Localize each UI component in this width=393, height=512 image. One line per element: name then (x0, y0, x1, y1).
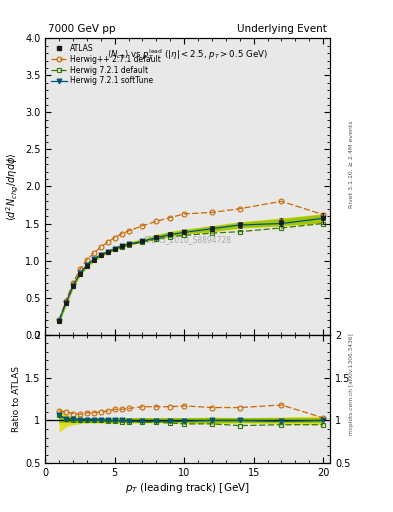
Text: ATLAS_2010_S8894728: ATLAS_2010_S8894728 (143, 236, 232, 244)
Text: mcplots.cern.ch [arXiv:1306.3436]: mcplots.cern.ch [arXiv:1306.3436] (349, 333, 354, 435)
Y-axis label: Ratio to ATLAS: Ratio to ATLAS (12, 366, 21, 432)
Text: 7000 GeV pp: 7000 GeV pp (48, 24, 116, 34)
Y-axis label: $\langle d^2 N_{chg}/d\eta d\phi\rangle$: $\langle d^2 N_{chg}/d\eta d\phi\rangle$ (4, 152, 21, 221)
Text: $\langle N_{ch}\rangle$ vs $p_T^{\rm lead}$ ($|\eta|<2.5$, $p_T>0.5$ GeV): $\langle N_{ch}\rangle$ vs $p_T^{\rm lea… (107, 47, 268, 62)
Legend: ATLAS, Herwig++ 2.7.1 default, Herwig 7.2.1 default, Herwig 7.2.1 softTune: ATLAS, Herwig++ 2.7.1 default, Herwig 7.… (49, 42, 163, 87)
X-axis label: $p_T$ (leading track) [GeV]: $p_T$ (leading track) [GeV] (125, 481, 250, 495)
Text: Underlying Event: Underlying Event (237, 24, 327, 34)
Text: Rivet 3.1.10, ≥ 2.4M events: Rivet 3.1.10, ≥ 2.4M events (349, 120, 354, 208)
